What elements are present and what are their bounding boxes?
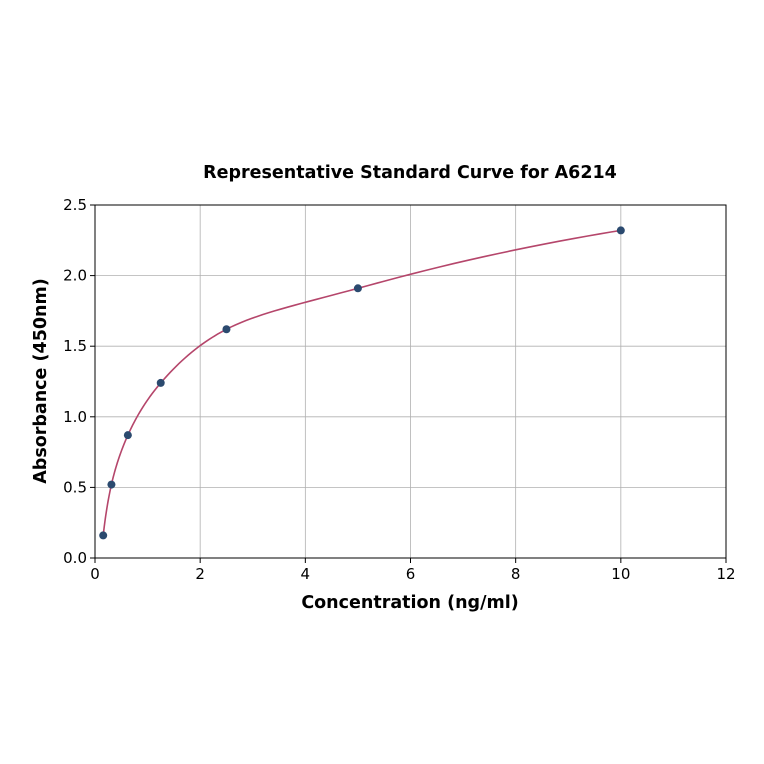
- x-tick-label: 10: [611, 565, 630, 583]
- x-axis-label: Concentration (ng/ml): [301, 593, 518, 613]
- fit-curve: [102, 229, 621, 536]
- y-tick-label: 2.5: [63, 196, 87, 214]
- x-axis-ticks: 0 2 4 6 8 10 12: [90, 558, 736, 583]
- x-tick-label: 8: [511, 565, 521, 583]
- y-tick-label: 1.0: [63, 408, 87, 426]
- x-tick-label: 12: [716, 565, 735, 583]
- y-tick-label: 1.5: [63, 337, 87, 355]
- x-tick-label: 2: [195, 565, 205, 583]
- y-tick-label: 0.0: [63, 549, 87, 567]
- chart-title: Representative Standard Curve for A6214: [203, 163, 617, 183]
- data-point: [99, 531, 108, 540]
- data-point: [222, 325, 231, 334]
- data-point: [156, 378, 165, 387]
- data-point: [353, 284, 362, 293]
- data-point: [107, 480, 116, 489]
- grid: [94, 204, 727, 559]
- y-axis-ticks: 0.0 0.5 1.0 1.5 2.0 2.5: [63, 196, 95, 567]
- plot-frame: [94, 204, 727, 559]
- x-tick-label: 0: [90, 565, 100, 583]
- y-tick-label: 2.0: [63, 267, 87, 285]
- data-points: [99, 226, 625, 540]
- data-point: [123, 431, 132, 440]
- x-tick-label: 6: [406, 565, 416, 583]
- y-tick-label: 0.5: [63, 478, 87, 496]
- data-point: [616, 226, 625, 235]
- y-axis-label: Absorbance (450nm): [31, 278, 51, 484]
- x-tick-label: 4: [301, 565, 311, 583]
